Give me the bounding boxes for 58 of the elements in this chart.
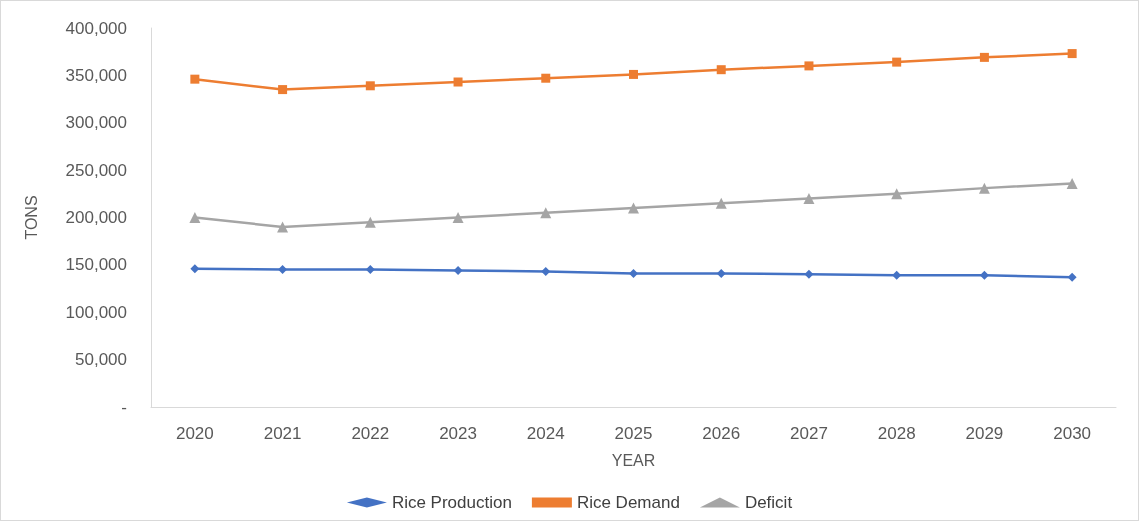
- point: [1067, 49, 1077, 59]
- point: [803, 193, 815, 205]
- point: [1066, 177, 1078, 189]
- legend-label: Rice Production: [391, 493, 512, 512]
- x-tick-label: 2020: [175, 424, 214, 443]
- point: [715, 197, 727, 209]
- point: [979, 52, 989, 62]
- point: [892, 57, 902, 67]
- point: [978, 182, 990, 194]
- y-tick-label: 150,000: [65, 255, 127, 275]
- point: [541, 267, 551, 277]
- x-tick-label: 2026: [702, 424, 741, 443]
- point: [453, 266, 463, 276]
- y-tick-label: 300,000: [65, 113, 127, 133]
- point: [452, 212, 464, 223]
- point: [892, 270, 902, 280]
- point: [891, 188, 903, 200]
- x-tick-label: 2030: [1053, 424, 1092, 443]
- x-tick-label: 2028: [877, 424, 916, 443]
- point: [540, 207, 552, 219]
- y-tick-label: 400,000: [65, 18, 127, 38]
- legend-label: Rice Demand: [576, 493, 680, 512]
- point: [278, 85, 288, 95]
- y-tick-label: 250,000: [65, 160, 127, 180]
- x-tick-label: 2024: [526, 424, 565, 443]
- point: [365, 265, 375, 275]
- x-tick-label: 2027: [790, 424, 828, 443]
- x-tick-label: 2025: [614, 424, 653, 443]
- y-axis-title: TONS: [22, 195, 40, 240]
- point: [716, 65, 726, 75]
- point: [1067, 272, 1077, 282]
- point: [804, 269, 814, 279]
- point: [190, 264, 200, 274]
- point: [716, 268, 726, 278]
- point: [189, 212, 201, 223]
- point: [277, 221, 289, 233]
- point: [804, 61, 814, 71]
- point: [628, 202, 639, 214]
- point: [190, 74, 200, 84]
- x-tick-label: 2021: [263, 424, 302, 443]
- y-tick-label: -: [121, 397, 127, 417]
- y-tick-label: 100,000: [65, 302, 127, 322]
- point: [364, 216, 376, 228]
- x-tick-label: 2023: [439, 424, 477, 443]
- x-tick-label: 2022: [351, 424, 390, 443]
- point: [979, 270, 989, 280]
- x-axis-title: YEAR: [611, 451, 656, 469]
- point: [541, 73, 551, 83]
- x-tick-label: 2029: [965, 424, 1004, 443]
- point: [453, 77, 463, 87]
- point: [629, 69, 638, 79]
- point: [629, 268, 638, 278]
- y-tick-label: 200,000: [65, 208, 127, 227]
- point: [365, 81, 375, 91]
- legend-label: Deficit: [744, 493, 793, 512]
- y-tick-label: 50,000: [75, 350, 127, 370]
- point: [278, 265, 288, 275]
- y-tick-label: 350,000: [65, 65, 127, 85]
